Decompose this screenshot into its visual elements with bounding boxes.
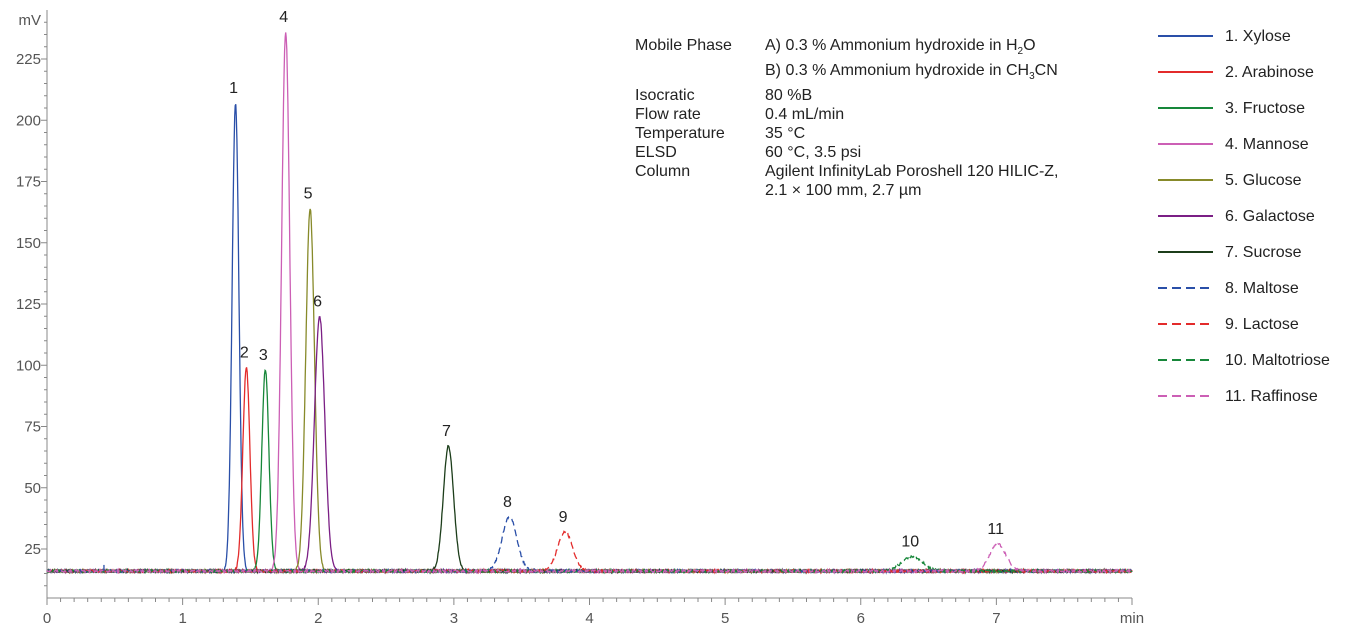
x-tick-label: 7 xyxy=(992,610,1000,627)
condition-row: 2.1 × 100 mm, 2.7 µm xyxy=(635,181,1058,200)
trace-fructose xyxy=(46,369,1133,575)
x-tick-label: 0 xyxy=(43,610,51,627)
legend-label: 3. Fructose xyxy=(1225,100,1305,117)
condition-row: B) 0.3 % Ammonium hydroxide in CH3CN xyxy=(635,61,1058,86)
legend-label: 7. Sucrose xyxy=(1225,244,1302,261)
legend-label: 2. Arabinose xyxy=(1225,64,1314,81)
trace-raffinose xyxy=(46,542,1133,575)
legend-label: 1. Xylose xyxy=(1225,28,1291,45)
y-unit-label: mV xyxy=(19,12,42,29)
x-tick-label: 5 xyxy=(721,610,729,627)
x-tick-label: 6 xyxy=(857,610,865,627)
legend-label: 6. Galactose xyxy=(1225,208,1315,225)
y-tick-label: 150 xyxy=(16,235,41,252)
x-unit-label: min xyxy=(1120,610,1144,627)
condition-key xyxy=(635,181,765,200)
y-tick-label: 125 xyxy=(16,296,41,313)
y-tick-label: 225 xyxy=(16,51,41,68)
y-tick-label: 50 xyxy=(24,480,41,497)
peak-label: 2 xyxy=(240,345,249,362)
condition-value: 0.4 mL/min xyxy=(765,106,845,124)
legend-label: 5. Glucose xyxy=(1225,172,1302,189)
peak-label: 5 xyxy=(304,185,313,202)
trace-lactose xyxy=(46,530,1133,575)
condition-key: Flow rate xyxy=(635,106,701,124)
legend-label: 4. Mannose xyxy=(1225,136,1309,153)
legend-label: 10. Maltotriose xyxy=(1225,352,1330,369)
condition-key xyxy=(635,61,765,86)
condition-row: Temperature 35 °C xyxy=(635,124,1058,143)
condition-value: 2.1 × 100 mm, 2.7 µm xyxy=(765,182,922,200)
condition-value: B) 0.3 % Ammonium hydroxide in CH3CN xyxy=(765,62,1058,83)
x-tick-label: 3 xyxy=(450,610,458,627)
x-tick-label: 4 xyxy=(585,610,593,627)
peak-label: 4 xyxy=(279,9,288,26)
trace-sucrose xyxy=(46,444,1133,575)
method-conditions: Mobile Phase A) 0.3 % Ammonium hydroxide … xyxy=(635,36,1058,200)
peak-label: 1 xyxy=(229,80,238,97)
condition-row: Mobile Phase A) 0.3 % Ammonium hydroxide … xyxy=(635,36,1058,61)
peak-label: 10 xyxy=(901,533,919,550)
condition-value: 35 °C xyxy=(765,125,806,143)
condition-row: Column Agilent InfinityLab Poroshell 120 … xyxy=(635,162,1058,181)
condition-value: 80 %B xyxy=(765,87,813,105)
peak-label: 7 xyxy=(442,423,451,440)
x-tick-label: 2 xyxy=(314,610,322,627)
condition-row: Isocratic 80 %B xyxy=(635,86,1058,105)
condition-value: A) 0.3 % Ammonium hydroxide in H2O xyxy=(765,37,1036,58)
legend-label: 8. Maltose xyxy=(1225,280,1299,297)
y-tick-label: 100 xyxy=(16,357,41,374)
condition-key: Column xyxy=(635,163,691,181)
x-tick-label: 1 xyxy=(178,610,186,627)
peak-label: 3 xyxy=(259,347,268,364)
condition-key: Temperature xyxy=(635,125,725,143)
y-tick-label: 175 xyxy=(16,174,41,191)
condition-key: Isocratic xyxy=(635,87,695,105)
trace-maltotriose xyxy=(46,553,1133,575)
condition-row: Flow rate 0.4 mL/min xyxy=(635,105,1058,124)
condition-key: Mobile Phase xyxy=(635,37,732,54)
peak-label: 8 xyxy=(503,494,512,511)
condition-key: ELSD xyxy=(635,144,677,162)
peak-label: 9 xyxy=(559,509,568,526)
trace-maltose xyxy=(46,516,1133,575)
condition-value: Agilent InfinityLab Poroshell 120 HILIC-… xyxy=(765,163,1059,181)
y-tick-label: 200 xyxy=(16,112,41,129)
condition-value: 60 °C, 3.5 psi xyxy=(765,144,862,162)
peak-label: 6 xyxy=(313,293,322,310)
trace-glucose xyxy=(46,208,1133,575)
trace-galactose xyxy=(46,316,1133,575)
legend-label: 9. Lactose xyxy=(1225,316,1299,333)
y-tick-label: 75 xyxy=(24,419,41,436)
trace-arabinose xyxy=(46,367,1133,575)
peak-label: 11 xyxy=(987,521,1004,538)
condition-row: ELSD 60 °C, 3.5 psi xyxy=(635,143,1058,162)
y-tick-label: 25 xyxy=(24,541,41,558)
legend-label: 11. Raffinose xyxy=(1225,388,1318,405)
